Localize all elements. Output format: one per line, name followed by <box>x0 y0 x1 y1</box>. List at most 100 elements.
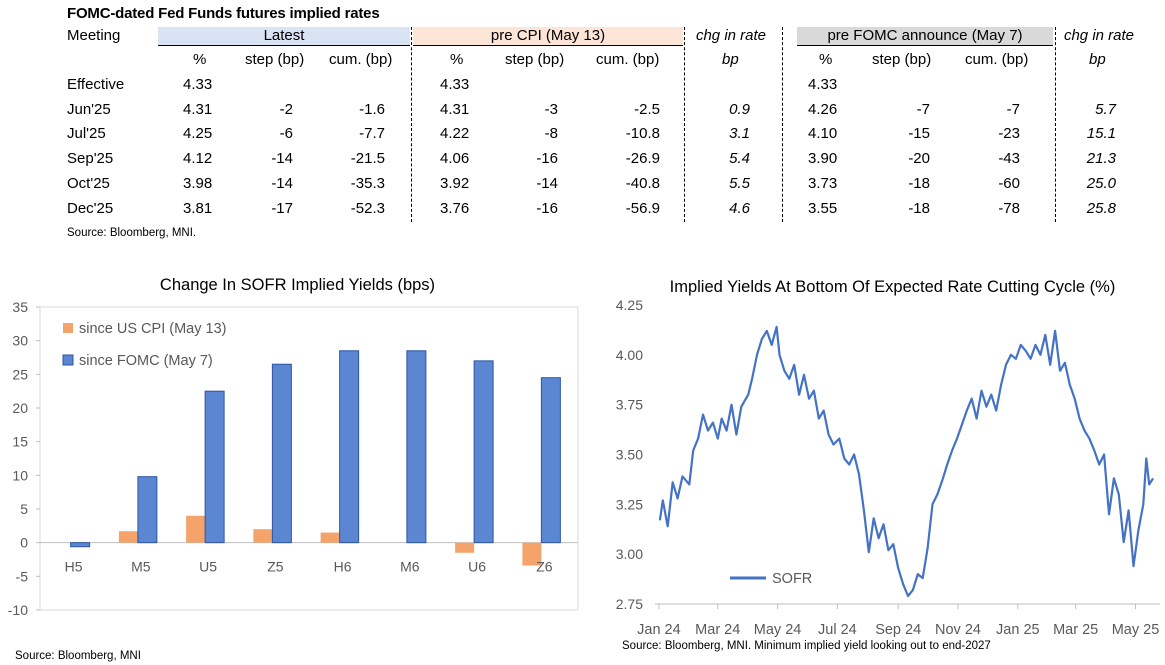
line-chart: 2.75 3.00 3.25 3.50 3.75 4.00 4.25 Jan 24 Mar 24… <box>616 297 1160 638</box>
bar-chart-source: Source: Bloomberg, MNI <box>15 650 141 662</box>
bar-cpi-u6 <box>455 542 475 553</box>
cell-f-pct: 3.55 <box>808 199 838 217</box>
y-tick-label: -5 <box>16 568 29 584</box>
cell-c-pct: 4.33 <box>440 76 470 93</box>
bar-cpi-m5 <box>118 531 138 543</box>
cell-c-step: -3 <box>544 100 558 118</box>
bar-chart-title: Change In SOFR Implied Yields (bps) <box>159 276 436 294</box>
cell-c-cum: -10.8 <box>625 125 660 143</box>
x-tick-label: U6 <box>468 559 486 575</box>
cell-c-step: -14 <box>536 174 558 192</box>
cell-chg1: 4.6 <box>729 199 750 217</box>
cell-l-cum: -52.3 <box>350 199 385 217</box>
meeting-header: Meeting <box>67 27 121 44</box>
cell-f-pct: 4.33 <box>808 76 838 93</box>
cell-l-cum: -35.3 <box>350 174 385 192</box>
table-source: Source: Bloomberg, MNI. <box>67 227 197 239</box>
cell-c-step: -16 <box>536 199 558 217</box>
y-tick-label: 0 <box>20 535 28 551</box>
x-tick-label: Nov 24 <box>935 622 981 638</box>
cell-f-pct: 4.10 <box>808 125 838 143</box>
bar-fomc-m6 <box>406 350 427 544</box>
cell-l-pct: 4.12 <box>183 150 213 168</box>
cell-c-cum: -40.8 <box>625 174 660 192</box>
cell-chg1: 5.5 <box>729 174 750 192</box>
line-chart-source: Source: Bloomberg, MNI. Minimum implied … <box>622 640 991 652</box>
cell-chg2: 21.3 <box>1086 150 1116 168</box>
x-tick-label: Sep 24 <box>875 622 921 638</box>
y-tick-label: 3.00 <box>616 546 643 562</box>
cell-f-cum: -23 <box>998 125 1020 143</box>
cell-c-cum: -2.5 <box>634 100 660 118</box>
bar-cpi-h6 <box>320 532 340 543</box>
line-chart-title: Implied Yields At Bottom Of Expected Rat… <box>669 278 1116 296</box>
legend-swatch-fomc <box>62 354 74 366</box>
subheader-fomc-step: step (bp) <box>872 51 932 68</box>
y-tick-label: 4.00 <box>616 347 643 363</box>
x-tick-label: Jan 25 <box>996 622 1040 638</box>
cell-l-cum: -21.5 <box>350 150 385 168</box>
cell-meeting: Dec'25 <box>67 199 114 217</box>
legend-label-sofr: SOFR <box>772 571 812 587</box>
subheader-cpi-cum: cum. (bp) <box>596 51 660 68</box>
subheader-fomc-pct: % <box>819 51 833 68</box>
cell-f-pct: 4.26 <box>808 100 838 118</box>
subheader-bp-1: bp <box>722 51 739 68</box>
subheader-fomc-cum: cum. (bp) <box>965 51 1029 68</box>
x-tick-label: M5 <box>131 559 151 575</box>
cell-l-step: -2 <box>279 100 293 118</box>
cell-l-step: -14 <box>271 174 293 192</box>
bar-fomc-h6 <box>339 350 360 544</box>
subheader-latest-pct: % <box>193 51 207 68</box>
cell-c-cum: -26.9 <box>625 150 660 168</box>
cell-f-step: -15 <box>908 125 930 143</box>
subheader-latest-step: step (bp) <box>245 51 305 68</box>
y-tick-label: 5 <box>20 501 28 517</box>
cell-l-pct: 4.33 <box>183 76 213 93</box>
cell-meeting: Effective <box>67 76 125 93</box>
group-header-pre-cpi: pre CPI (May 13) <box>413 27 683 45</box>
group-header-latest: Latest <box>158 27 410 45</box>
cell-chg2: 15.1 <box>1086 125 1116 143</box>
underline-latest <box>158 45 410 46</box>
cell-f-pct: 3.73 <box>808 174 838 192</box>
cell-f-cum: -7 <box>1006 100 1020 118</box>
table-title: FOMC-dated Fed Funds futures implied rat… <box>67 5 380 22</box>
cell-meeting: Sep'25 <box>67 150 114 168</box>
bar-cpi-u5 <box>186 515 206 543</box>
x-tick-label: H6 <box>334 559 352 575</box>
cell-chg2: 25.0 <box>1086 174 1116 192</box>
cell-c-pct: 4.06 <box>440 150 470 168</box>
bar-fomc-z6 <box>540 377 561 544</box>
cell-chg1: 3.1 <box>729 125 750 143</box>
y-tick-label: 20 <box>12 400 28 416</box>
cell-c-step: -8 <box>544 125 558 143</box>
bar-cpi-z6 <box>522 542 542 566</box>
x-tick-label: H5 <box>65 559 83 575</box>
divider-2 <box>684 27 685 222</box>
x-tick-label: U5 <box>199 559 217 575</box>
subheader-cpi-pct: % <box>450 51 464 68</box>
x-tick-label: Jan 24 <box>637 622 681 638</box>
cell-c-pct: 4.22 <box>440 125 470 143</box>
x-tick-label: Mar 25 <box>1053 622 1098 638</box>
cell-f-cum: -60 <box>998 174 1020 192</box>
subheader-latest-cum: cum. (bp) <box>329 51 393 68</box>
divider-1 <box>411 27 412 222</box>
cell-l-pct: 4.31 <box>183 100 213 118</box>
cell-chg2: 5.7 <box>1095 100 1116 118</box>
cell-c-cum: -56.9 <box>625 199 660 217</box>
legend-label-cpi: since US CPI (May 13) <box>79 321 226 337</box>
y-tick-label: 3.75 <box>616 397 643 413</box>
cell-f-pct: 3.90 <box>808 150 838 168</box>
x-tick-label: M6 <box>400 559 420 575</box>
y-tick-label: 4.25 <box>616 297 643 313</box>
cell-chg1: 5.4 <box>729 150 750 168</box>
cell-meeting: Jul'25 <box>67 125 106 143</box>
legend-label-fomc: since FOMC (May 7) <box>79 353 213 369</box>
underline-pre-fomc <box>797 45 1053 46</box>
bar-fomc-h5 <box>70 542 91 548</box>
y-tick-label: 15 <box>12 434 28 450</box>
y-tick-label: 3.25 <box>616 496 643 512</box>
bar-fomc-z5 <box>271 363 292 544</box>
